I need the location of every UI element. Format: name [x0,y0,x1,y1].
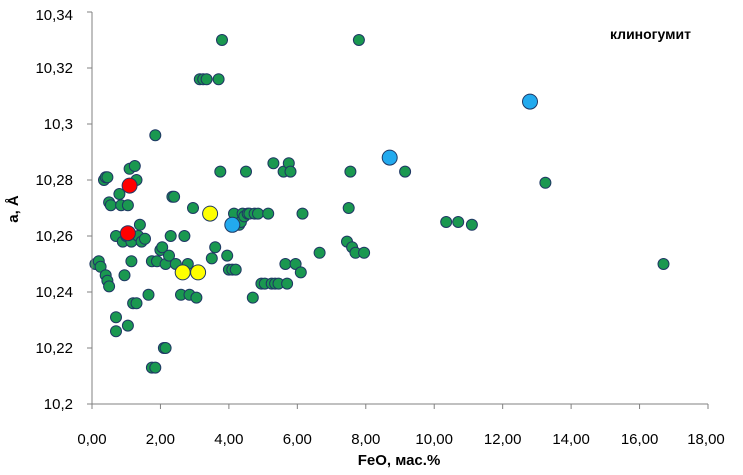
blue-data-point [522,93,538,110]
green-data-point [125,255,138,268]
red-data-point [121,177,138,194]
green-data-point [128,160,141,172]
green-data-point [216,34,228,46]
x-tick-label: 18,00 [687,431,725,448]
green-data-point [187,202,199,214]
green-data-point [344,165,357,178]
green-data-point [252,207,264,220]
green-data-point [149,129,162,142]
green-data-point [212,73,225,86]
y-tick-label: 10,22 [35,340,73,357]
green-data-point [133,218,146,231]
blue-data-point [224,216,241,233]
green-data-point [209,241,222,254]
green-data-point [294,266,307,279]
green-data-point [284,165,297,178]
x-tick-label: 12,00 [484,431,522,448]
green-data-point [358,246,371,259]
green-data-point [246,291,259,304]
green-data-point [452,216,465,228]
green-data-point [352,34,365,46]
green-data-point [159,342,172,354]
green-data-point [121,199,134,212]
green-data-point [190,291,203,304]
green-data-point [342,202,355,214]
green-data-point [229,263,242,276]
y-axis-title: a, Å [5,195,22,223]
green-data-point [130,297,143,310]
y-tick-label: 10,34 [35,7,73,24]
x-axis-title: FeO, мас.% [358,452,441,469]
green-data-point [440,216,453,228]
y-tick-label: 10,32 [35,60,73,77]
green-data-point [103,280,116,293]
y-tick-label: 10,24 [35,284,73,301]
x-tick-label: 10,00 [415,431,453,448]
x-tick-label: 4,00 [214,431,243,448]
yellow-data-point [190,264,207,281]
green-data-point [221,249,234,262]
green-data-point [279,258,292,270]
green-data-point [110,311,122,324]
green-data-point [168,190,181,203]
green-data-point [104,199,117,212]
green-data-point [164,230,177,242]
y-tick-labels: 10,2 10,22 10,24 10,26 10,28 10,3 10,32 … [35,7,73,413]
green-data-point [205,252,218,265]
y-tick-label: 10,2 [44,396,73,413]
yellow-data-point [202,205,219,222]
green-data-point [262,207,275,220]
y-tick-label: 10,3 [44,116,73,133]
green-data-point [296,207,309,220]
x-tick-label: 0,00 [77,431,106,448]
y-tick-label: 10,26 [35,228,73,245]
green-data-point [139,232,151,245]
x-tick-label: 2,00 [146,431,175,448]
green-data-point [399,165,412,178]
green-data-point [313,246,326,259]
red-data-point [119,225,136,242]
yellow-data-point [174,264,191,281]
x-tick-label: 6,00 [283,431,312,448]
green-data-point [240,165,252,178]
green-data-point [163,249,175,262]
green-data-point [156,241,169,254]
mineral-annotation: клиногумит [610,26,691,42]
x-tick-label: 8,00 [351,431,380,448]
axis-ticks [87,11,709,409]
green-data-point [149,361,162,374]
green-data-point [267,157,280,170]
data-points [89,34,670,374]
x-tick-label: 14,00 [552,431,590,448]
x-tick-labels: 0,00 2,00 4,00 6,00 8,00 10,00 12,00 14,… [77,431,724,448]
green-data-point [121,319,134,332]
green-data-point [110,325,122,338]
green-data-point [142,288,155,301]
blue-data-point [381,149,398,166]
green-data-point [657,258,670,270]
green-data-point [200,73,213,86]
x-tick-label: 16,00 [621,431,659,448]
y-tick-label: 10,28 [35,172,73,189]
green-data-point [539,176,552,189]
green-data-point [281,277,294,290]
green-data-point [118,269,131,282]
green-data-point [465,218,478,231]
green-data-point [101,171,114,184]
green-data-point [214,165,227,178]
green-data-point [178,230,191,242]
